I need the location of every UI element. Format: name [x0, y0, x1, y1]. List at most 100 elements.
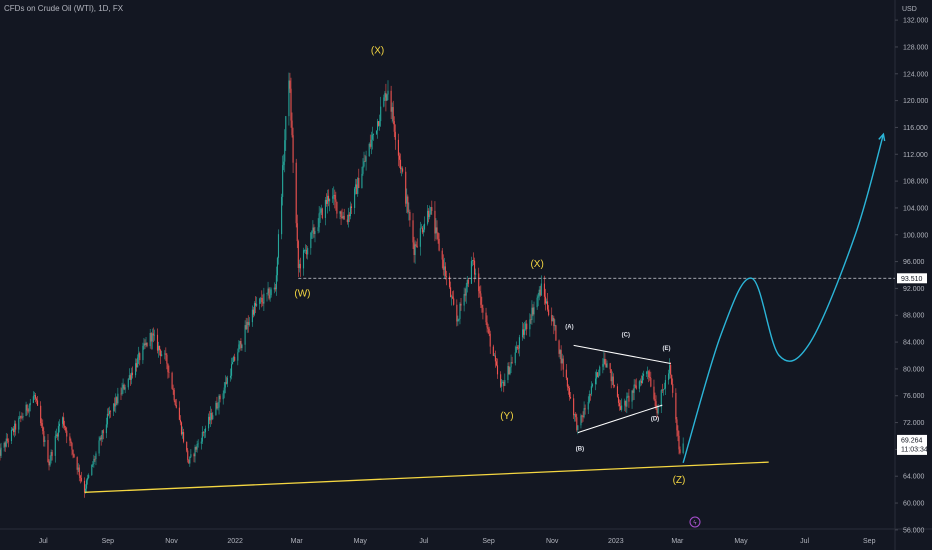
candle — [631, 389, 633, 409]
candle — [193, 452, 195, 463]
candle — [270, 287, 272, 298]
candle — [450, 281, 452, 298]
candle — [0, 443, 1, 461]
candle — [19, 411, 21, 420]
triangle-lower-line[interactable] — [577, 404, 663, 434]
x-tick-label: May — [354, 538, 368, 545]
candle — [106, 408, 108, 428]
candle — [336, 201, 338, 219]
candle — [413, 236, 415, 263]
candle — [216, 396, 218, 410]
candle — [120, 387, 122, 400]
candle — [633, 379, 635, 401]
projection-path[interactable] — [682, 133, 885, 464]
candle — [136, 358, 138, 372]
candle — [87, 474, 89, 485]
candle — [187, 448, 189, 463]
candle — [385, 83, 387, 112]
candle — [444, 262, 446, 280]
candle — [624, 398, 626, 412]
candle — [11, 427, 14, 431]
candle — [661, 383, 663, 393]
candle — [384, 91, 386, 101]
candle — [604, 352, 606, 366]
candle — [334, 189, 336, 209]
candle — [20, 415, 22, 423]
x-tick-label: Jul — [800, 538, 809, 545]
candle — [494, 350, 496, 368]
candle — [143, 338, 145, 350]
candle — [327, 189, 330, 207]
wave-label: (W) — [294, 288, 310, 299]
candle — [295, 158, 297, 228]
candle — [595, 371, 597, 391]
candle — [537, 292, 539, 307]
candle — [171, 371, 173, 390]
candle — [108, 406, 111, 419]
candle — [590, 381, 592, 397]
candle — [479, 286, 481, 298]
candle — [241, 343, 243, 351]
candle — [517, 345, 519, 354]
candle — [356, 179, 358, 195]
x-tick-label: May — [734, 538, 748, 545]
candle — [481, 296, 483, 313]
candle — [130, 367, 132, 385]
candle — [283, 154, 285, 171]
candle — [339, 210, 341, 220]
candle — [427, 204, 429, 226]
candle — [671, 374, 673, 386]
candle — [650, 371, 652, 388]
candle — [407, 194, 409, 214]
candle — [408, 202, 410, 221]
candle — [486, 315, 488, 333]
candle — [50, 449, 52, 464]
candle — [78, 464, 80, 482]
support-trendline[interactable] — [84, 461, 769, 493]
event-marker-icon[interactable] — [689, 516, 701, 528]
candle — [472, 252, 475, 266]
x-tick-label: Sep — [102, 538, 115, 545]
candle — [93, 454, 95, 468]
candle — [135, 358, 137, 378]
candle — [405, 167, 407, 207]
candle — [663, 382, 665, 390]
candle — [584, 404, 586, 415]
candle — [561, 353, 563, 364]
candle — [268, 287, 270, 301]
candle — [451, 294, 453, 306]
candle — [555, 324, 557, 341]
candle — [91, 464, 93, 476]
time-axis[interactable]: Jul Sep Nov 2022 Mar May Jul Sep Nov 2023 Mar May Ju… — [39, 538, 876, 545]
candle — [647, 366, 649, 380]
event-marker[interactable]: ϟ — [689, 516, 701, 528]
candle — [335, 191, 337, 211]
candle — [470, 256, 472, 284]
triangle-upper-line[interactable] — [573, 344, 671, 365]
candle — [289, 72, 291, 93]
candle — [180, 421, 183, 436]
candle — [435, 218, 437, 240]
candle — [372, 133, 374, 141]
candle — [88, 473, 90, 479]
candle — [362, 158, 364, 176]
candle — [467, 278, 469, 288]
candle — [195, 446, 197, 452]
candle — [234, 353, 236, 362]
candle — [0, 442, 2, 459]
candle — [179, 415, 181, 426]
y-tick-label: 76.000 — [903, 393, 925, 400]
candle — [538, 286, 540, 301]
wave-label: (X) — [371, 46, 384, 57]
candle — [21, 412, 23, 420]
candle — [354, 186, 356, 215]
candle — [320, 204, 322, 215]
candle — [35, 397, 38, 405]
candle — [230, 357, 233, 380]
candle — [402, 166, 404, 174]
candle — [173, 387, 175, 403]
candle — [398, 152, 401, 168]
candle — [73, 453, 75, 459]
x-tick-label: Mar — [671, 538, 684, 545]
